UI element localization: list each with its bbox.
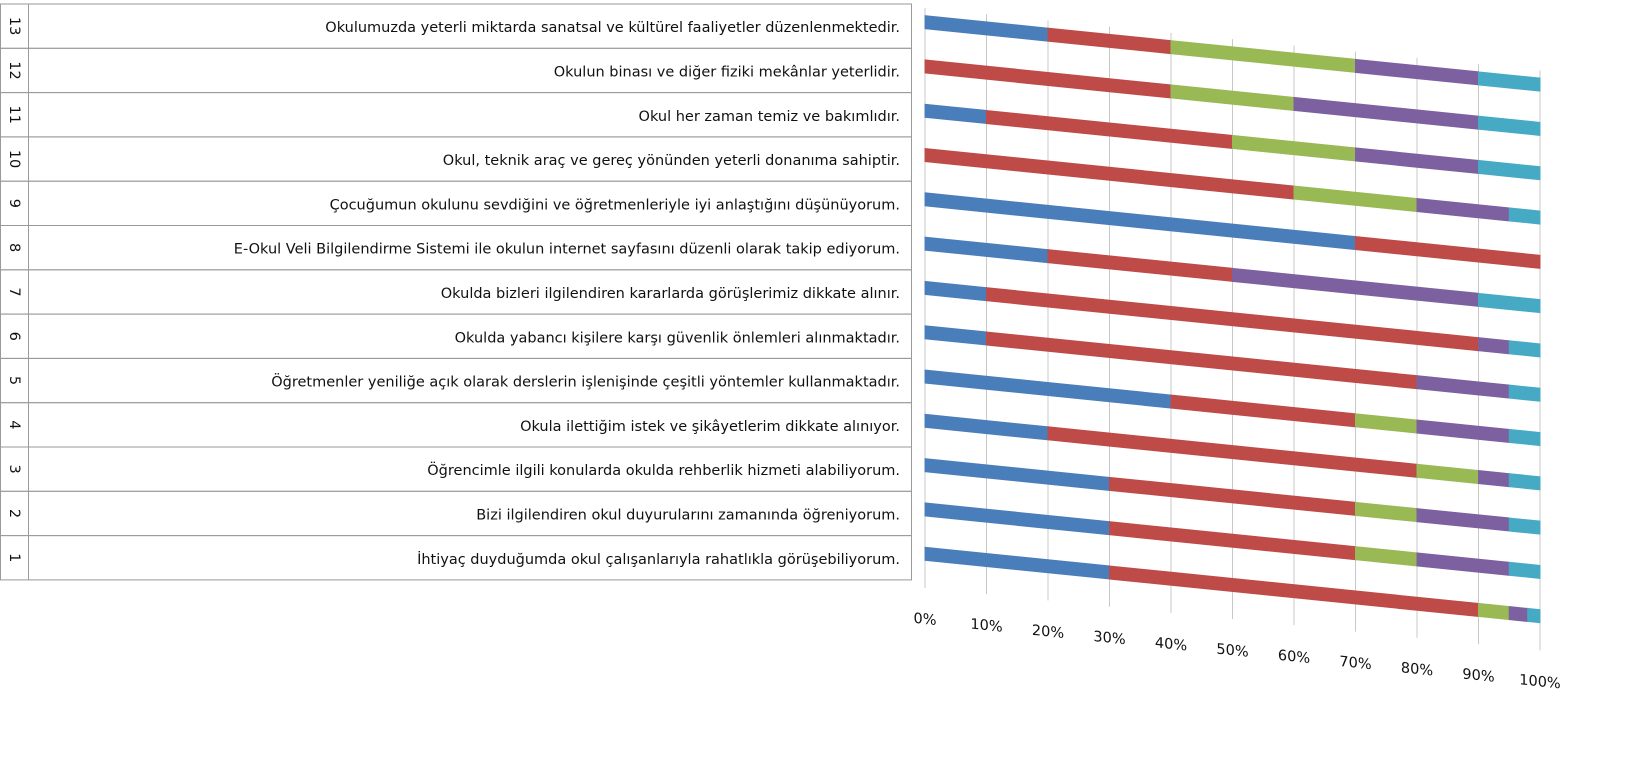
bar-segment [1508,207,1541,225]
row-number: 2 [6,509,22,518]
row-label: Okulda yabancı kişilere karşı güvenlik ö… [455,330,900,346]
x-tick-label: 90% [1462,667,1494,686]
bar-segment [1170,394,1356,428]
plot-area: 0% 10% 20% 30% 40% 50% 60% 70% 80% 90% 100% [914,7,1561,692]
bar-segment [1355,546,1418,567]
bar-segment [1047,249,1233,282]
row-label: İhtiyaç duyduğumda okul çalışanlarıyla r… [417,550,900,568]
bar-segment [1170,40,1356,73]
row-number: 5 [6,376,22,385]
bar-segment [1478,470,1510,488]
bar-segment [1416,508,1510,532]
row-label: Okulumuzda yeterli miktarda sanatsal ve … [325,20,900,36]
row-number: 4 [6,420,22,429]
bar-segment [1355,236,1541,269]
row-number: 11 [6,106,22,124]
row-label: Öğrencimle ilgili konularda okulda rehbe… [427,461,900,479]
bar-segment [1478,115,1541,136]
row-number: 9 [6,199,22,208]
x-tick-label: 20% [1032,623,1064,642]
bar-segment [1478,71,1541,92]
x-tick-label: 40% [1155,635,1187,654]
bar-segment [1527,607,1541,624]
bar-segment [924,325,987,346]
row-number: 10 [6,150,22,168]
bar-segment [1508,384,1541,402]
bar-segment [1355,501,1418,523]
bar-segment [1416,552,1510,576]
x-tick-label: 0% [914,611,937,629]
bar-segment [1478,159,1541,181]
row-label: Okula ilettiğim istek ve şikâyetlerim di… [520,419,900,435]
bar-segment [924,546,1110,580]
bar-segment [1508,340,1541,358]
bar-segment [1416,375,1510,399]
bar-segment [1478,602,1510,621]
bar-segment [924,103,987,125]
row-number: 3 [6,465,22,474]
row-label: Okulda bizleri ilgilendiren kararlarda g… [441,286,900,302]
label-table: 1 İhtiyaç duyduğumda okul çalışanlarıyla … [0,3,912,581]
bar-segment [1416,197,1510,222]
bar-segment [1355,413,1418,434]
bar-segment [1508,606,1529,623]
bar-segment [1508,473,1541,491]
bar-segment [1508,561,1541,579]
row-number: 7 [6,287,22,296]
row-label: Okulun binası ve diğer fiziki mekânlar y… [554,64,900,80]
x-tick-label: 50% [1216,642,1248,661]
row-number: 1 [6,553,22,562]
row-label: Çocuğumun okulunu sevdiğini ve öğretmenl… [330,197,900,213]
row-number: 8 [6,243,22,252]
bar-segment [924,280,987,302]
row-label: Okul, teknik araç ve gereç yönünden yete… [443,153,900,169]
table-cell [28,3,912,49]
bar-segment [1478,292,1541,314]
bar-segment [1508,517,1541,535]
bar-segment [986,331,1418,390]
x-tick-label: 80% [1401,660,1433,679]
bar-segment [924,458,1110,491]
bar-segment [1478,337,1510,355]
bar-segment [924,502,1110,536]
bar-segment [1293,96,1479,130]
bar-segment [1416,463,1479,485]
x-tick-label: 30% [1093,629,1125,648]
x-tick-label: 10% [970,617,1002,636]
row-number: 12 [6,61,22,79]
bar-segment [924,192,1356,251]
bar-segment [1416,419,1510,443]
row-label: Bizi ilgilendiren okul duyurularını zama… [476,507,900,523]
row-label: Okul her zaman temiz ve bakımlıdır. [639,109,900,125]
x-tick-label: 70% [1339,654,1371,673]
x-tick-label: 100% [1519,672,1560,692]
x-tick-label: 60% [1278,648,1310,667]
row-number: 13 [6,17,22,35]
bar-segment [1508,428,1541,447]
row-number: 6 [6,332,22,341]
row-label: E-Okul Veli Bilgilendirme Sistemi ile ok… [234,242,900,258]
row-label: Öğretmenler yeniliğe açık olarak dersler… [271,373,900,391]
